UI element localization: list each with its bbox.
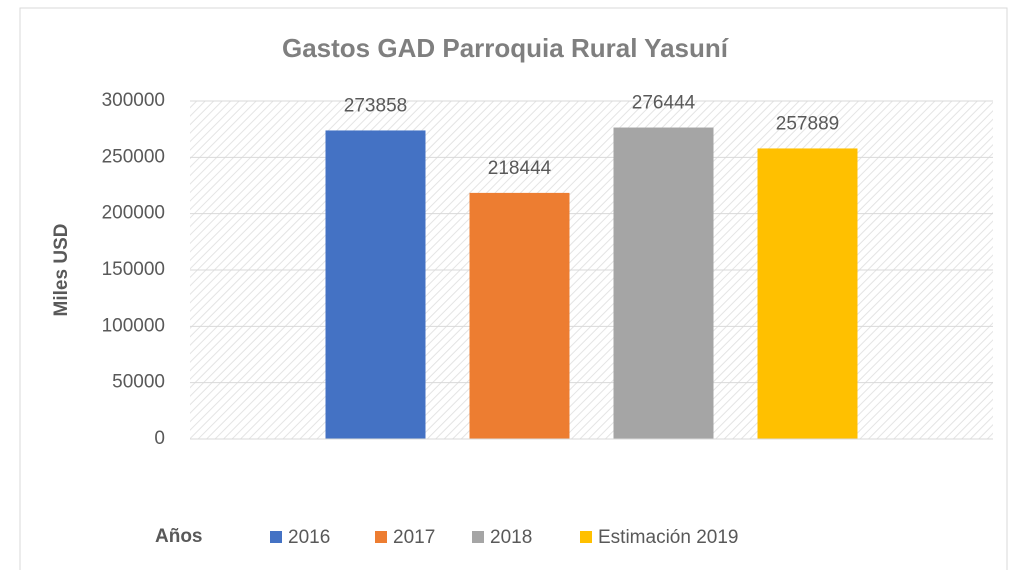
y-tick-label: 100000 bbox=[102, 315, 165, 336]
y-tick-label: 50000 bbox=[112, 372, 165, 393]
data-label: 273858 bbox=[344, 95, 407, 116]
data-label: 276444 bbox=[632, 93, 696, 114]
bar bbox=[325, 130, 426, 440]
legend-swatch bbox=[472, 531, 484, 543]
bar bbox=[469, 192, 570, 439]
y-axis-label: Miles USD bbox=[51, 224, 72, 317]
legend-title: Años bbox=[155, 526, 203, 547]
legend-label: 2016 bbox=[288, 527, 330, 548]
legend-label: 2018 bbox=[490, 527, 532, 548]
y-tick-label: 250000 bbox=[102, 146, 165, 167]
bar bbox=[757, 148, 858, 439]
bar bbox=[613, 127, 714, 439]
chart-title: Gastos GAD Parroquia Rural Yasuní bbox=[282, 33, 729, 63]
y-tick-label: 0 bbox=[154, 428, 165, 449]
legend-swatch bbox=[270, 531, 282, 543]
legend-swatch bbox=[375, 531, 387, 543]
legend-swatch bbox=[580, 531, 592, 543]
data-label: 218444 bbox=[488, 158, 552, 179]
y-tick-label: 200000 bbox=[102, 203, 165, 224]
data-label: 257889 bbox=[776, 113, 839, 134]
y-tick-label: 150000 bbox=[102, 259, 165, 280]
y-tick-label: 300000 bbox=[102, 90, 165, 111]
legend-label: 2017 bbox=[393, 527, 435, 548]
legend-label: Estimación 2019 bbox=[598, 527, 738, 548]
